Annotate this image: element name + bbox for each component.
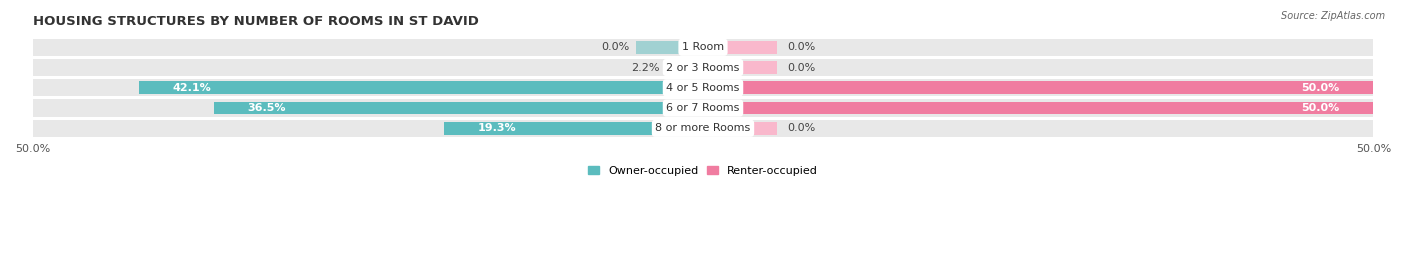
Legend: Owner-occupied, Renter-occupied: Owner-occupied, Renter-occupied [583, 161, 823, 180]
Text: 6 or 7 Rooms: 6 or 7 Rooms [666, 103, 740, 113]
Bar [703, 82, 1374, 94]
Bar [703, 122, 776, 134]
Text: 42.1%: 42.1% [172, 83, 211, 93]
Text: 36.5%: 36.5% [247, 103, 285, 113]
Text: 4 or 5 Rooms: 4 or 5 Rooms [666, 83, 740, 93]
Bar [636, 41, 703, 54]
Bar [139, 82, 703, 94]
Bar [32, 79, 1374, 96]
Bar [444, 122, 703, 134]
Bar [32, 120, 1374, 137]
Text: 1 Room: 1 Room [682, 42, 724, 52]
Text: 0.0%: 0.0% [787, 123, 815, 133]
Bar [703, 41, 776, 54]
Bar [32, 39, 1374, 56]
Text: 0.0%: 0.0% [787, 62, 815, 73]
Text: 8 or more Rooms: 8 or more Rooms [655, 123, 751, 133]
Text: HOUSING STRUCTURES BY NUMBER OF ROOMS IN ST DAVID: HOUSING STRUCTURES BY NUMBER OF ROOMS IN… [32, 15, 478, 28]
Bar [673, 61, 703, 74]
Bar [32, 59, 1374, 76]
Bar [703, 61, 776, 74]
Bar [214, 102, 703, 114]
Text: 50.0%: 50.0% [1302, 83, 1340, 93]
Text: 0.0%: 0.0% [600, 42, 630, 52]
Text: 19.3%: 19.3% [478, 123, 516, 133]
Text: 50.0%: 50.0% [1302, 103, 1340, 113]
Bar [703, 102, 1374, 114]
Text: Source: ZipAtlas.com: Source: ZipAtlas.com [1281, 11, 1385, 21]
Text: 0.0%: 0.0% [787, 42, 815, 52]
Bar [32, 100, 1374, 117]
Text: 2.2%: 2.2% [631, 62, 659, 73]
Text: 2 or 3 Rooms: 2 or 3 Rooms [666, 62, 740, 73]
